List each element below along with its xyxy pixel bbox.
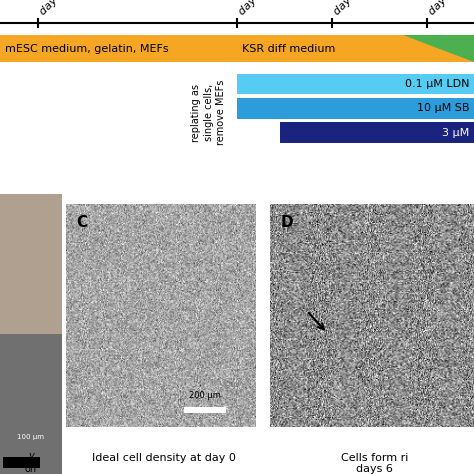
Text: 0.1 μM LDN: 0.1 μM LDN: [405, 79, 469, 89]
Text: on: on: [25, 464, 37, 474]
Text: mESC medium, gelatin, MEFs: mESC medium, gelatin, MEFs: [5, 44, 168, 54]
Bar: [3, 457, 40, 468]
Text: Cells form ri
days 6: Cells form ri days 6: [341, 453, 408, 474]
Polygon shape: [403, 35, 474, 62]
Text: replating as
single cells,
remove MEFs: replating as single cells, remove MEFs: [191, 80, 226, 146]
Bar: [237, 35, 474, 62]
Text: y: y: [28, 451, 34, 461]
Text: C: C: [76, 215, 87, 230]
Text: day 0: day 0: [237, 0, 266, 18]
Text: 200 μm: 200 μm: [189, 391, 221, 400]
Bar: [0, 35, 237, 62]
Text: 100 μm: 100 μm: [18, 435, 44, 440]
Text: day 4: day 4: [427, 0, 456, 18]
Bar: [184, 407, 226, 413]
Bar: [237, 98, 474, 118]
Bar: [0, 194, 62, 334]
Bar: [237, 74, 474, 94]
Text: D: D: [280, 215, 293, 230]
Text: day 2: day 2: [332, 0, 361, 18]
Text: 10 μM SB: 10 μM SB: [417, 103, 469, 113]
Text: 3 μM: 3 μM: [442, 128, 469, 137]
Bar: [280, 122, 474, 143]
Bar: [0, 334, 62, 474]
Text: Ideal cell density at day 0: Ideal cell density at day 0: [91, 453, 236, 463]
Text: KSR diff medium: KSR diff medium: [242, 44, 335, 54]
Text: day -1: day -1: [38, 0, 70, 18]
